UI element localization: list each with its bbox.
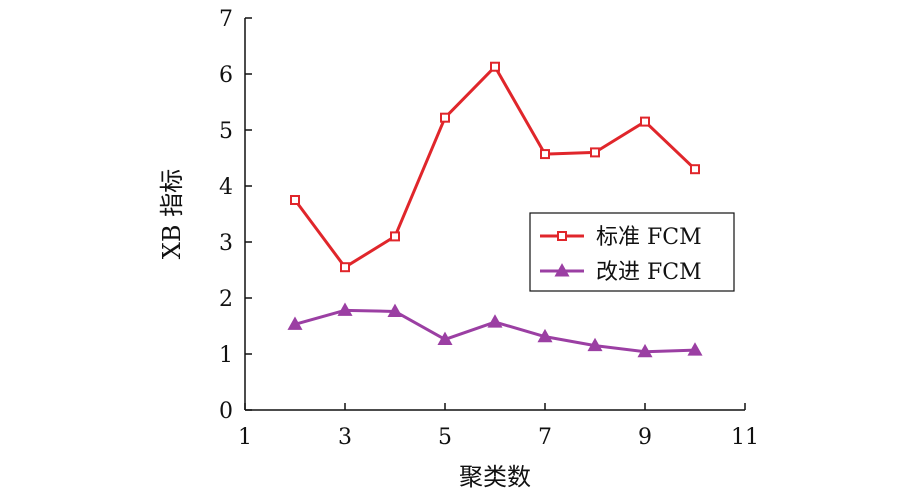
legend-box — [529, 212, 735, 292]
data-point-marker — [540, 149, 550, 160]
y-tick-label: 7 — [219, 7, 233, 32]
y-tick-label: 5 — [219, 119, 233, 144]
x-tick-label: 9 — [638, 425, 652, 450]
data-point-marker — [590, 147, 600, 158]
y-tick-label: 6 — [219, 63, 233, 88]
data-point-marker — [387, 303, 403, 317]
data-point-marker — [687, 342, 703, 356]
data-point-marker — [440, 112, 450, 123]
x-tick-label: 5 — [438, 425, 452, 450]
legend-swatch-marker — [554, 263, 570, 277]
y-ticks: 0 1 2 3 4 5 6 7 — [219, 7, 252, 424]
series-2 — [287, 302, 703, 358]
y-tick-label: 2 — [219, 287, 233, 312]
legend-swatch-marker — [557, 231, 567, 241]
legend-items: 标准 FCM 改进 FCM — [540, 225, 702, 285]
x-axis-title: 聚类数 — [459, 463, 531, 491]
data-point-marker — [487, 314, 503, 328]
data-point-marker — [587, 337, 603, 352]
x-tick-label: 1 — [238, 425, 252, 450]
legend-label: 改进 FCM — [596, 260, 702, 285]
data-point-marker — [290, 195, 300, 205]
data-point-marker — [537, 328, 553, 343]
data-point-marker — [390, 231, 400, 242]
y-tick-label: 0 — [219, 399, 233, 424]
data-point-marker — [640, 116, 650, 127]
legend-label: 标准 FCM — [596, 225, 702, 250]
y-tick-label: 1 — [219, 343, 233, 368]
data-point-marker — [490, 61, 500, 72]
y-tick-label: 4 — [219, 175, 233, 200]
x-tick-label: 11 — [731, 425, 759, 450]
y-tick-label: 3 — [219, 231, 233, 256]
x-ticks: 1 3 5 7 9 11 — [238, 403, 759, 450]
series-1 — [290, 61, 700, 273]
series-layer — [287, 61, 703, 358]
data-point-marker — [637, 343, 653, 358]
legend-entry: 标准 FCM — [540, 225, 702, 250]
axes — [244, 18, 745, 411]
x-tick-label: 3 — [338, 425, 352, 450]
y-axis-title: XB 指标 — [158, 169, 186, 259]
data-point-marker — [337, 302, 353, 316]
data-point-marker — [340, 262, 350, 273]
data-point-marker — [437, 331, 453, 345]
legend-entry: 改进 FCM — [540, 260, 702, 285]
data-point-marker — [690, 164, 700, 175]
data-point-marker — [287, 316, 303, 330]
legend: 标准 FCM 改进 FCM — [529, 212, 735, 292]
x-tick-label: 7 — [538, 425, 552, 450]
